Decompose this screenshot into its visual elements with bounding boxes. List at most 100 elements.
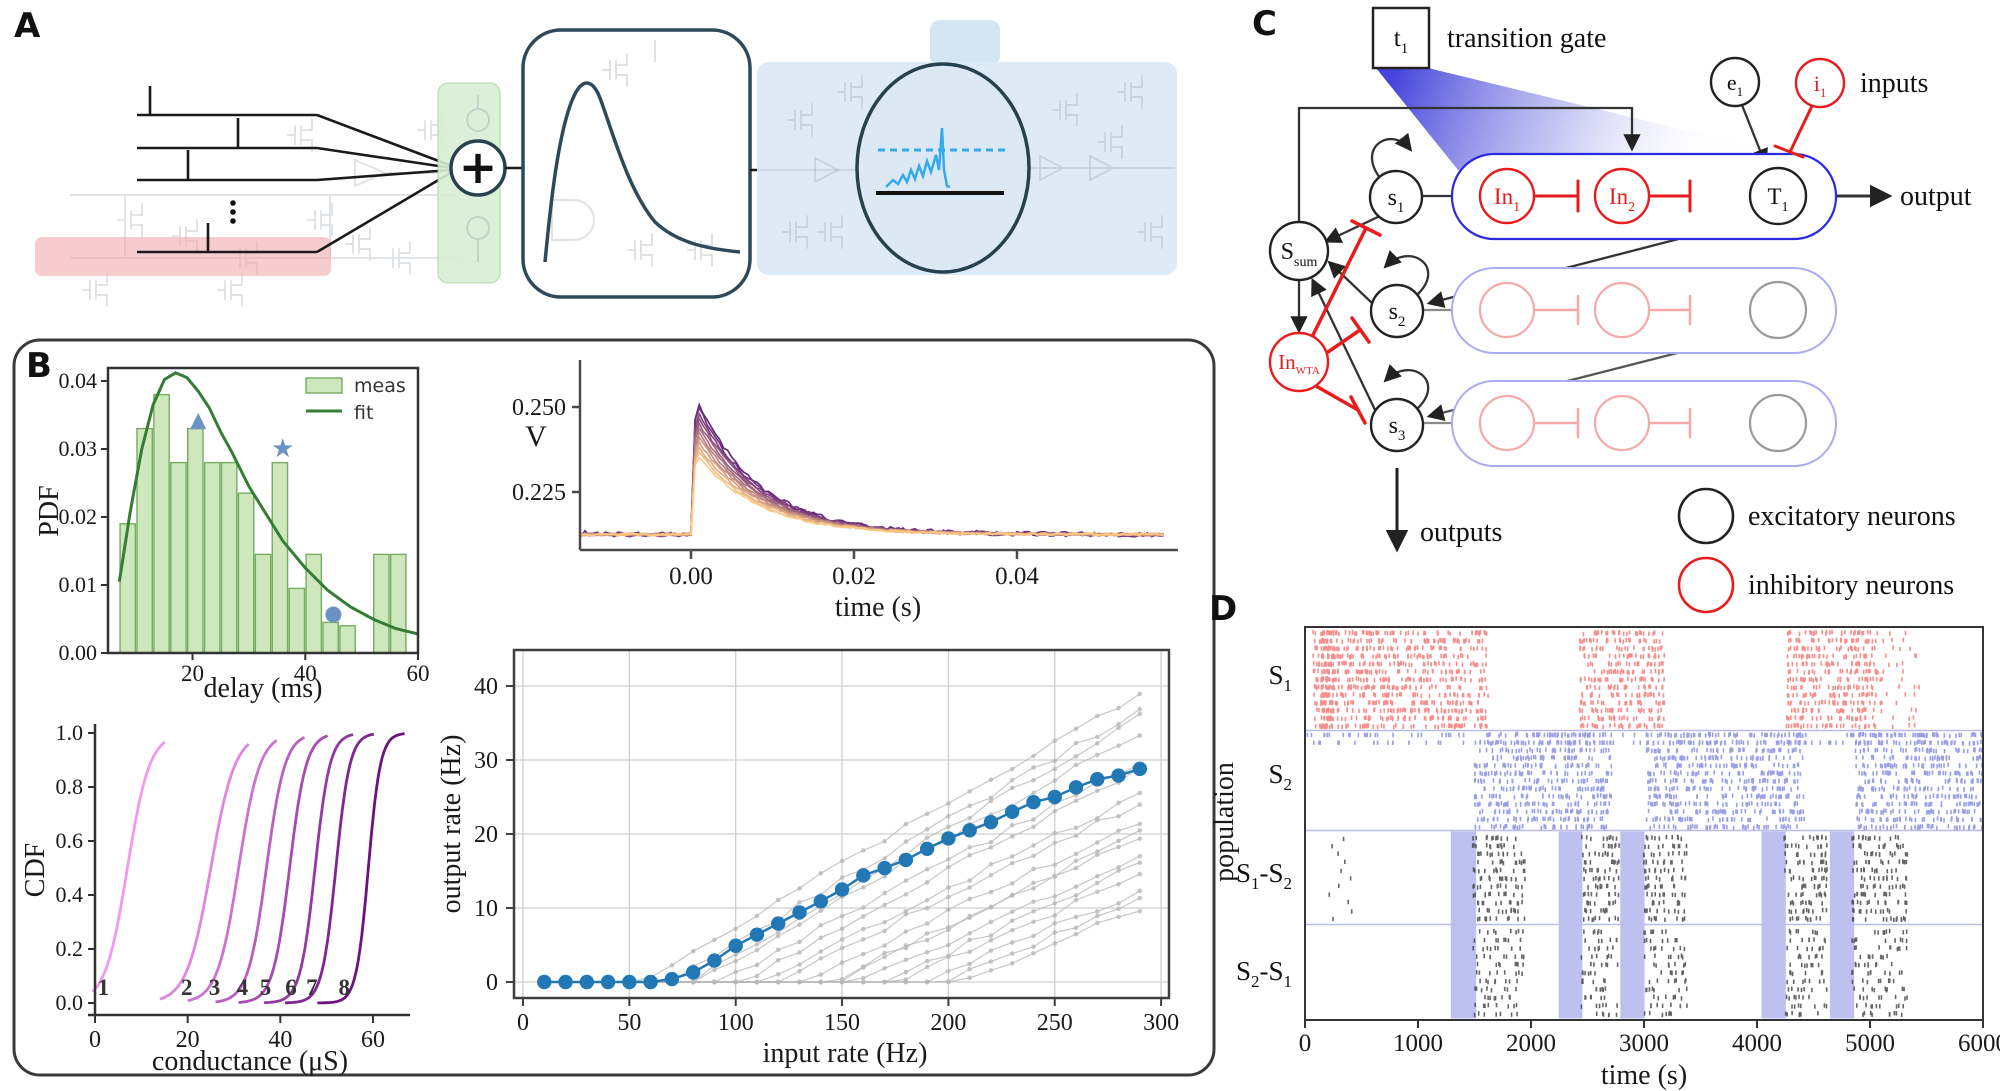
x-tick-label: 3000 (1619, 1030, 1669, 1057)
cdf-curve (317, 732, 405, 1005)
mean-rate-point (962, 823, 977, 838)
y-axis-label: output rate (Hz) (436, 735, 467, 914)
panel-c-network-diagram: t1 transition gate Ssum s1 s2 s3 InWTA I… (1268, 6, 1972, 614)
panel-b-letter: B (26, 346, 52, 386)
panel-d-letter: D (1209, 589, 1238, 629)
faded-circuit-background (70, 113, 460, 307)
mean-rate-point (579, 974, 595, 990)
x-tick-label: 150 (824, 1010, 860, 1036)
neuron-s3 (1369, 397, 1425, 453)
x-tick-label: 20 (176, 1027, 200, 1053)
y-axis-label: PDF (34, 485, 65, 536)
in2-label: In2 (1609, 184, 1635, 215)
hist-bar (220, 461, 238, 654)
cdf-curve (264, 733, 354, 1005)
cdf-curve (187, 739, 278, 1003)
x-tick-label: 100 (718, 1010, 754, 1036)
t1-label: t1 (1394, 25, 1408, 57)
y-tick-label: 0.00 (59, 640, 98, 665)
legend-excitatory-icon (1677, 487, 1735, 545)
x-tick-label: 6000 (1958, 1030, 2000, 1057)
inputs-label: inputs (1860, 68, 1928, 99)
x-tick-label: 300 (1143, 1010, 1179, 1036)
panel-a-schematic: + (35, 20, 1177, 307)
band-label: S2 (1268, 759, 1292, 794)
x-axis-label: input rate (Hz) (763, 1038, 928, 1069)
y-axis-label: CDF (20, 843, 51, 897)
epsp-trace (580, 450, 1164, 537)
mean-rate-point (898, 852, 914, 868)
mean-rate-point (813, 894, 828, 909)
hist-bar (119, 523, 137, 654)
hist-bar (170, 461, 187, 654)
neuron-in2 (1593, 167, 1651, 225)
neuron-inwta (1268, 331, 1330, 393)
neuron-s2 (1369, 283, 1425, 339)
ssum-label: Ssum (1281, 239, 1318, 270)
mean-rate-point (1068, 780, 1084, 795)
y-tick-label: 0 (486, 970, 498, 996)
mean-rate-point (983, 814, 999, 830)
y-tick-label: 0.2 (56, 936, 84, 961)
mean-rate-point (1090, 772, 1105, 787)
cdf-curve (91, 740, 166, 993)
outputs-label: outputs (1420, 517, 1502, 548)
epsp-trace (580, 426, 1164, 537)
raster-band-spikes (1304, 731, 1984, 831)
x-tick-label: 0.02 (832, 563, 876, 590)
s1-label: s1 (1388, 185, 1405, 216)
input-red-box (35, 237, 331, 276)
raster-band-spikes (1328, 834, 1909, 923)
T1-label: T1 (1767, 184, 1788, 215)
epsp-trace (580, 445, 1164, 537)
legend-meas-label: meas (354, 375, 406, 397)
mean-rate-point (600, 974, 616, 990)
x-tick-label: 0 (89, 1027, 101, 1053)
fit-curve (117, 371, 419, 636)
mean-rate-point (1026, 794, 1041, 810)
data-marker: ● (324, 601, 342, 625)
epsp-trace (580, 439, 1164, 537)
x-tick-label: 250 (1037, 1010, 1073, 1036)
mean-rate-point (856, 868, 871, 883)
mean-rate-point (707, 953, 722, 968)
y-tick-label: 0.04 (59, 368, 98, 393)
mean-rate-point (622, 974, 637, 990)
mean-rate-point (643, 974, 658, 990)
i1-label: i1 (1814, 71, 1827, 100)
mean-rate-point (792, 905, 807, 920)
x-axis-label: time (s) (835, 592, 921, 623)
y-tick-label: 0.4 (56, 882, 84, 907)
band-label: S1 (1268, 660, 1292, 695)
population-raster-chart: S1 S2 S1-S2 S2-S1 0 1000 2000 3000 4000 5000 6000 p… (1209, 626, 2000, 1091)
cdf-curve (238, 734, 329, 1004)
y-axis-label: V (525, 420, 547, 453)
legend-excitatory-label: excitatory neurons (1748, 501, 1956, 532)
legend-inhibitory-label: inhibitory neurons (1748, 570, 1954, 601)
data-marker: ▲ (190, 407, 207, 431)
y-tick-label: 0.250 (512, 395, 566, 421)
x-tick-label: 1000 (1393, 1030, 1443, 1057)
in1-label: In1 (1494, 184, 1520, 215)
y-tick-label: 10 (474, 896, 498, 922)
ellipsis-dots-icon (230, 200, 236, 224)
x-axis-label: time (s) (1601, 1060, 1687, 1091)
hist-bar (271, 461, 289, 654)
output-label: output (1900, 181, 1972, 212)
x-tick-label: 40 (268, 1027, 292, 1053)
mean-rate-point (537, 974, 552, 990)
mean-rate-point (1132, 761, 1148, 777)
cdf-curve-label: 2 (181, 975, 193, 1000)
mean-rate-point (1111, 768, 1126, 783)
synapse-kernel-box (521, 28, 752, 299)
x-tick-label: 0.04 (995, 563, 1039, 590)
transition-cone (1376, 68, 1800, 170)
epsp-trace (580, 411, 1164, 537)
cdf-curve (159, 743, 250, 1001)
faded-inhibitory-links (1533, 294, 1692, 439)
cdf-curve-label: 3 (209, 975, 221, 1000)
x-tick-label: 0.00 (669, 563, 713, 590)
y-tick-label: 0.225 (512, 480, 566, 506)
